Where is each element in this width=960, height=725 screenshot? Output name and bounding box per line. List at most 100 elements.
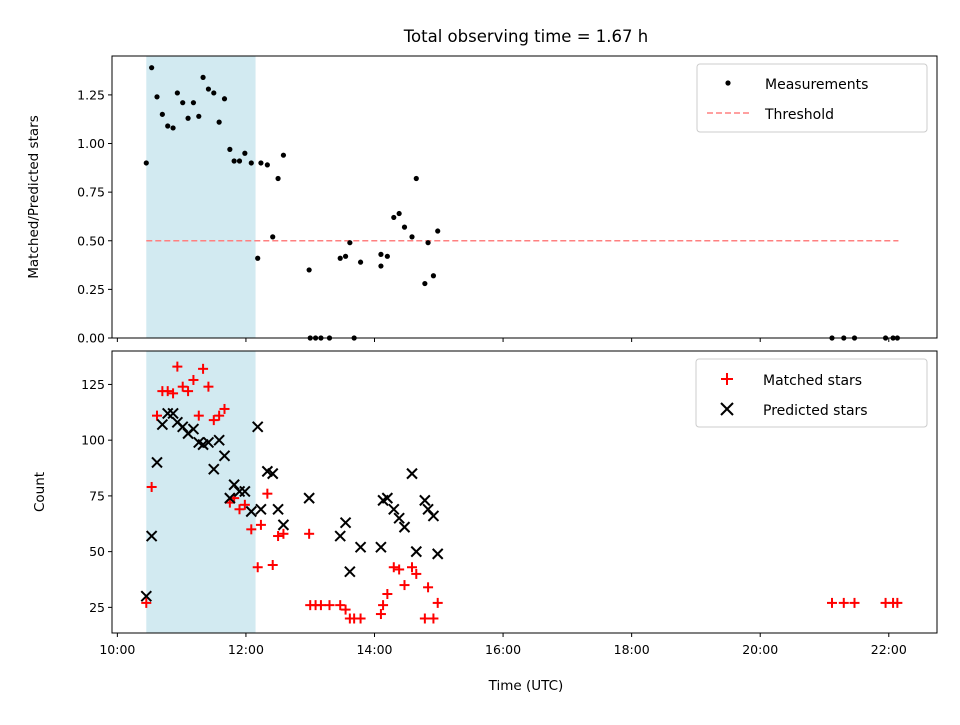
predicted-star-point bbox=[213, 434, 225, 446]
measurement-point bbox=[409, 234, 415, 240]
bottom-y-tick-label: 75 bbox=[89, 488, 105, 503]
bottom-legend: Matched stars Predicted stars bbox=[695, 358, 928, 428]
matched-star-point bbox=[388, 562, 399, 573]
matched-star-point bbox=[278, 528, 289, 539]
matched-star-point bbox=[315, 600, 326, 611]
measurement-point bbox=[211, 90, 217, 96]
top-y-axis-label: Matched/Predicted stars bbox=[26, 115, 42, 278]
predicted-star-point bbox=[167, 407, 179, 420]
predicted-star-point bbox=[339, 516, 352, 529]
matched-star-point bbox=[219, 403, 230, 414]
predicted-star-point bbox=[410, 545, 422, 558]
bottom-legend-predicted-label: Predicted stars bbox=[763, 403, 868, 419]
predicted-star-point bbox=[427, 510, 440, 522]
predicted-star-point bbox=[272, 503, 284, 515]
measurement-point bbox=[396, 210, 402, 217]
matched-star-point bbox=[246, 524, 257, 535]
measurement-point bbox=[231, 158, 237, 164]
bottom-x-tick-label: 14:00 bbox=[356, 642, 392, 657]
top-panel: Total observing time = 1.67 h 0.000.250.… bbox=[26, 27, 938, 346]
matched-star-point bbox=[304, 528, 315, 539]
measurement-point bbox=[342, 253, 349, 259]
matched-star-point bbox=[234, 504, 245, 515]
predicted-star-point bbox=[245, 505, 257, 518]
predicted-star-point bbox=[388, 503, 400, 515]
matched-star-point bbox=[827, 597, 837, 608]
bottom-shaded-span bbox=[146, 351, 256, 633]
measurement-point bbox=[337, 255, 343, 261]
predicted-star-point bbox=[218, 450, 231, 462]
bottom-legend-box bbox=[695, 358, 928, 428]
matched-star-point bbox=[411, 568, 422, 579]
bottom-x-tick-label: 20:00 bbox=[742, 642, 778, 657]
top-y-ticks: 0.00 0.25 0.50 0.75 1.00 1.25 bbox=[77, 87, 112, 346]
top-y-tick-label: 0.00 bbox=[77, 331, 105, 346]
measurement-point bbox=[216, 119, 222, 125]
matched-star-point bbox=[849, 597, 860, 608]
predicted-star-point bbox=[140, 590, 152, 602]
bottom-x-tick-label: 18:00 bbox=[614, 642, 650, 657]
measurement-point bbox=[248, 160, 254, 166]
predicted-star-point bbox=[156, 418, 169, 431]
top-legend-measurements-marker bbox=[725, 80, 731, 86]
matched-star-point bbox=[262, 488, 273, 499]
predicted-star-point bbox=[354, 541, 367, 553]
top-legend-box bbox=[696, 63, 928, 133]
measurement-point bbox=[280, 152, 287, 158]
measurement-point bbox=[306, 267, 312, 273]
matched-star-point bbox=[375, 609, 386, 620]
matched-star-point bbox=[203, 381, 214, 392]
predicted-star-point bbox=[252, 421, 264, 433]
measurement-point bbox=[413, 175, 419, 182]
matched-star-point bbox=[419, 613, 430, 624]
measurement-point bbox=[347, 240, 353, 246]
matched-star-point bbox=[188, 374, 199, 385]
measurement-point bbox=[270, 234, 276, 240]
predicted-star-point bbox=[208, 463, 220, 475]
bottom-x-axis-label: Time (UTC) bbox=[488, 678, 564, 694]
bottom-panel: 10:00 12:00 14:00 16:00 18:00 20:00 22:00 25 50… bbox=[32, 350, 938, 694]
predicted-star-point bbox=[145, 530, 158, 542]
matched-star-point bbox=[340, 604, 351, 615]
bottom-legend-predicted-marker bbox=[720, 402, 734, 416]
bottom-y-tick-label: 125 bbox=[81, 377, 105, 392]
matched-star-point bbox=[255, 519, 266, 530]
bottom-legend-matched-marker bbox=[721, 373, 733, 385]
top-x-ticks bbox=[116, 338, 890, 342]
measurement-point bbox=[258, 160, 264, 166]
shaded-span-rect bbox=[146, 351, 256, 633]
bottom-y-tick-label: 100 bbox=[81, 433, 105, 448]
predicted-star-point bbox=[277, 519, 290, 531]
measurement-point bbox=[378, 251, 384, 257]
predicted-star-point bbox=[398, 521, 411, 533]
bottom-x-tick-label: 10:00 bbox=[99, 642, 135, 657]
matched-star-point bbox=[394, 564, 405, 575]
top-y-tick-label: 0.25 bbox=[77, 282, 105, 297]
top-y-tick-label: 1.00 bbox=[77, 136, 105, 151]
measurement-point bbox=[185, 115, 191, 121]
predicted-star-point bbox=[393, 512, 405, 524]
matched-star-point bbox=[407, 562, 417, 573]
matched-star-point bbox=[378, 600, 389, 611]
top-legend: Measurements Threshold bbox=[696, 63, 928, 133]
bottom-y-tick-label: 50 bbox=[89, 544, 105, 559]
matched-star-point bbox=[198, 363, 209, 374]
matched-star-point bbox=[152, 410, 162, 421]
predicted-star-point bbox=[419, 494, 431, 507]
bottom-y-axis-label: Count bbox=[32, 472, 48, 512]
bottom-star-points bbox=[140, 361, 903, 624]
predicted-star-point bbox=[255, 503, 267, 515]
matched-star-point bbox=[423, 582, 434, 593]
measurement-point bbox=[149, 65, 155, 71]
measurement-point bbox=[165, 123, 171, 129]
matched-star-point bbox=[141, 597, 152, 608]
measurement-point bbox=[205, 86, 212, 92]
matched-star-point bbox=[239, 499, 250, 510]
measurement-point bbox=[430, 273, 437, 279]
bottom-legend-matched-label: Matched stars bbox=[763, 373, 862, 389]
measurement-point bbox=[255, 255, 261, 261]
predicted-star-point bbox=[406, 467, 418, 480]
measurement-point bbox=[154, 94, 160, 100]
top-shaded-span bbox=[146, 56, 256, 338]
